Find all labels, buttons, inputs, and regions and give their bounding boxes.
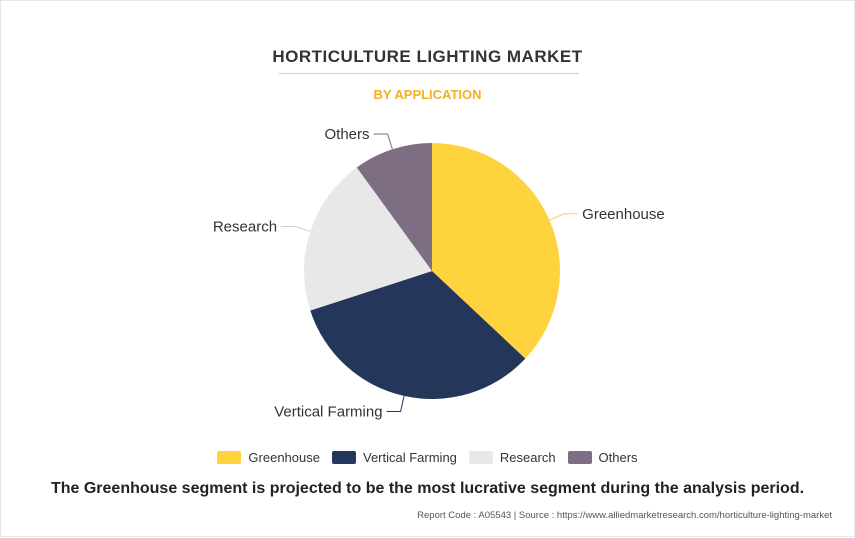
slice-label-others: Others bbox=[324, 126, 369, 143]
legend: Greenhouse Vertical Farming Research Oth… bbox=[1, 450, 854, 465]
leader-line-vertical-farming bbox=[386, 395, 405, 413]
summary-caption: The Greenhouse segment is projected to b… bbox=[50, 480, 805, 497]
slice-label-greenhouse: Greenhouse bbox=[582, 206, 665, 223]
legend-label-greenhouse: Greenhouse bbox=[248, 450, 320, 465]
source-footer: Report Code : A05543 | Source : https://… bbox=[417, 510, 832, 521]
chart-subtitle: BY APPLICATION bbox=[373, 87, 482, 102]
pie-slice-research[interactable] bbox=[304, 167, 432, 311]
legend-swatch-research bbox=[468, 451, 493, 464]
chart-title: HORTICULTURE LIGHTING MARKET bbox=[272, 47, 583, 66]
leader-line-greenhouse bbox=[549, 213, 579, 221]
legend-label-others: Others bbox=[598, 450, 638, 465]
legend-swatch-vertical-farming bbox=[331, 451, 356, 464]
pie-slice-others[interactable] bbox=[356, 143, 432, 271]
pie-slice-greenhouse[interactable] bbox=[432, 143, 560, 359]
legend-item-greenhouse[interactable]: Greenhouse bbox=[217, 450, 320, 465]
title-divider bbox=[279, 73, 579, 74]
slice-label-research: Research bbox=[213, 219, 277, 236]
legend-swatch-others bbox=[567, 451, 592, 464]
legend-label-research: Research bbox=[499, 450, 556, 465]
leader-line-others bbox=[373, 133, 393, 150]
legend-item-research[interactable]: Research bbox=[468, 450, 556, 465]
pie-slice-vertical-farming[interactable] bbox=[310, 271, 526, 399]
legend-item-vertical-farming[interactable]: Vertical Farming bbox=[331, 450, 457, 465]
leader-line-research bbox=[281, 226, 311, 232]
legend-item-others[interactable]: Others bbox=[567, 450, 638, 465]
slice-label-vertical-farming: Vertical Farming bbox=[274, 404, 382, 421]
legend-swatch-greenhouse bbox=[217, 451, 242, 464]
pie-labels: Greenhouse Vertical Farming Research Others bbox=[213, 126, 665, 420]
pie-slices bbox=[304, 143, 560, 399]
legend-label-vertical-farming: Vertical Farming bbox=[362, 450, 457, 465]
